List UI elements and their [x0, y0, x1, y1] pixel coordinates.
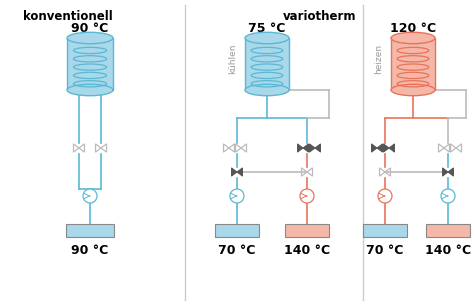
Polygon shape [384, 144, 389, 152]
Bar [285, 224, 329, 237]
Bar [215, 224, 259, 237]
Text: 90 °C: 90 °C [71, 22, 109, 35]
Polygon shape [298, 144, 303, 152]
Circle shape [230, 189, 244, 203]
Text: 120 °C: 120 °C [390, 22, 436, 35]
Polygon shape [231, 168, 237, 176]
Circle shape [441, 189, 455, 203]
Circle shape [378, 189, 392, 203]
Polygon shape [315, 144, 320, 152]
Circle shape [83, 189, 97, 203]
Ellipse shape [391, 32, 435, 44]
Polygon shape [443, 168, 448, 176]
Bar [66, 224, 114, 237]
Polygon shape [309, 144, 315, 152]
Text: 70 °C: 70 °C [218, 244, 256, 257]
Circle shape [300, 189, 314, 203]
Polygon shape [371, 144, 377, 152]
Polygon shape [377, 144, 383, 152]
Bar [67, 38, 113, 90]
Polygon shape [448, 168, 454, 176]
Ellipse shape [245, 32, 289, 44]
Polygon shape [237, 168, 242, 176]
Ellipse shape [391, 84, 435, 96]
Text: kühlen: kühlen [228, 44, 238, 74]
Ellipse shape [245, 84, 289, 96]
Polygon shape [303, 144, 308, 152]
Ellipse shape [67, 32, 113, 44]
Bar [426, 224, 470, 237]
Text: variotherm: variotherm [283, 10, 357, 23]
Ellipse shape [67, 84, 113, 96]
Bar [363, 224, 407, 237]
Bar [245, 38, 289, 90]
Text: konventionell: konventionell [23, 10, 113, 23]
Text: 140 °C: 140 °C [425, 244, 471, 257]
Text: 140 °C: 140 °C [284, 244, 330, 257]
Text: heizen: heizen [375, 44, 384, 74]
Text: 90 °C: 90 °C [71, 244, 109, 257]
Polygon shape [389, 144, 395, 152]
Bar [391, 38, 435, 90]
Text: 75 °C: 75 °C [248, 22, 286, 35]
Text: 70 °C: 70 °C [367, 244, 404, 257]
